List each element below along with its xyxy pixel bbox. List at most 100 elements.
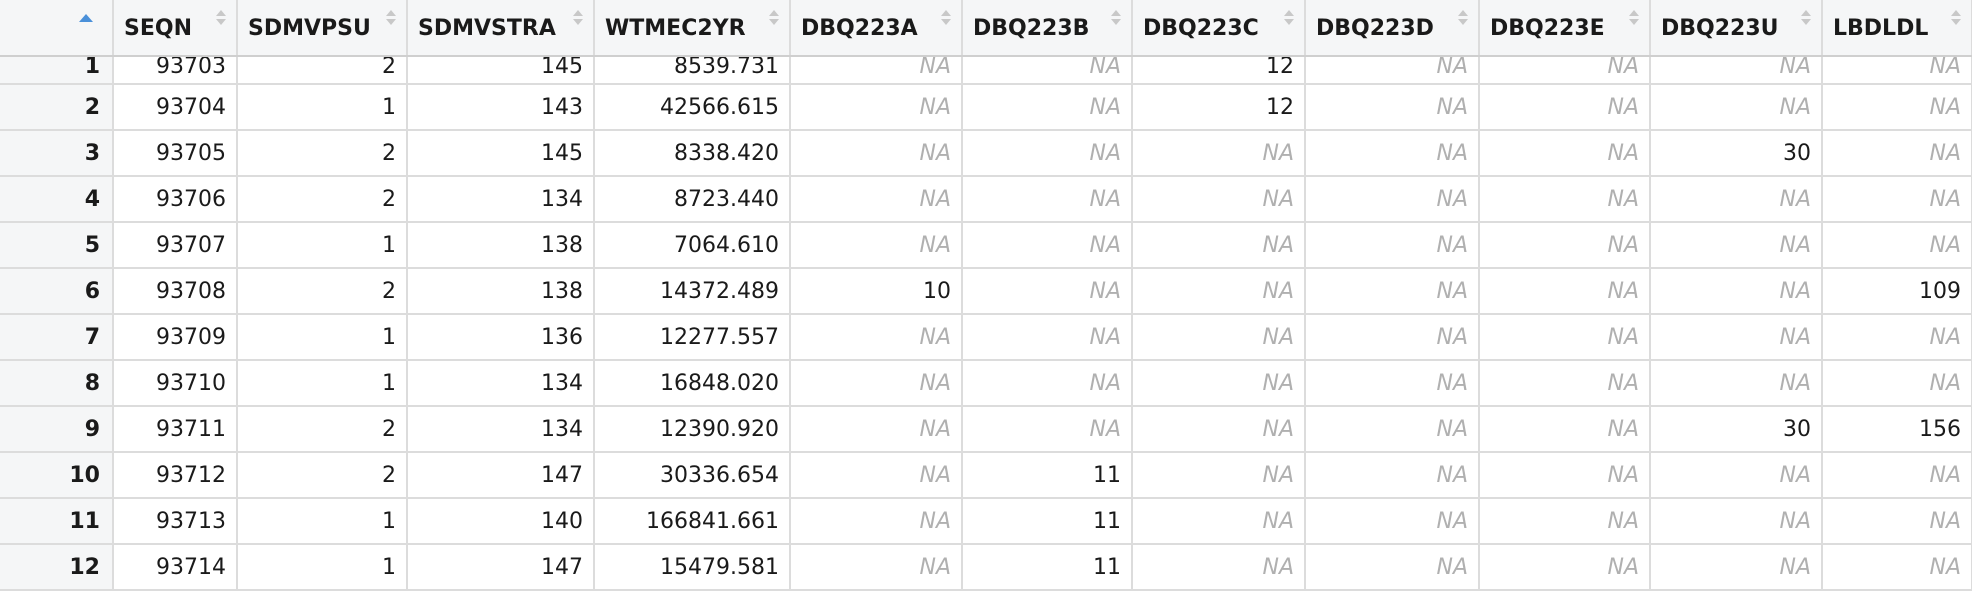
column-header-dbq223u[interactable]: DBQ223U bbox=[1650, 0, 1823, 57]
column-header-sdmvpsu[interactable]: SDMVPSU bbox=[237, 0, 408, 57]
cell-wtmec2yr[interactable]: 7064.610 bbox=[594, 222, 791, 269]
cell-sdmvstra[interactable]: 143 bbox=[407, 84, 595, 131]
column-header-dbq223d[interactable]: DBQ223D bbox=[1305, 0, 1480, 57]
cell-wtmec2yr[interactable]: 12277.557 bbox=[594, 314, 791, 361]
cell-dbq223u[interactable]: NA bbox=[1650, 268, 1823, 315]
cell-lbdldl[interactable]: NA bbox=[1822, 222, 1972, 269]
cell-wtmec2yr[interactable]: 12390.920 bbox=[594, 406, 791, 453]
cell-dbq223d[interactable]: NA bbox=[1305, 544, 1480, 591]
sort-arrows-icon[interactable] bbox=[1111, 10, 1121, 30]
column-header-sdmvstra[interactable]: SDMVSTRA bbox=[407, 0, 595, 57]
cell-wtmec2yr[interactable]: 16848.020 bbox=[594, 360, 791, 407]
cell-sdmvpsu[interactable]: 1 bbox=[237, 314, 408, 361]
cell-lbdldl[interactable]: NA bbox=[1822, 360, 1972, 407]
cell-lbdldl[interactable]: NA bbox=[1822, 498, 1972, 545]
cell-wtmec2yr[interactable]: 166841.661 bbox=[594, 498, 791, 545]
cell-dbq223d[interactable]: NA bbox=[1305, 56, 1480, 85]
cell-lbdldl[interactable]: NA bbox=[1822, 130, 1972, 177]
cell-dbq223u[interactable]: NA bbox=[1650, 498, 1823, 545]
cell-dbq223e[interactable]: NA bbox=[1479, 360, 1651, 407]
cell-dbq223c[interactable]: 12 bbox=[1132, 56, 1306, 85]
cell-dbq223b[interactable]: NA bbox=[962, 360, 1133, 407]
cell-seqn[interactable]: 93703 bbox=[113, 56, 238, 85]
cell-dbq223c[interactable]: NA bbox=[1132, 544, 1306, 591]
cell-dbq223c[interactable]: NA bbox=[1132, 314, 1306, 361]
cell-lbdldl[interactable]: NA bbox=[1822, 452, 1972, 499]
cell-sdmvpsu[interactable]: 2 bbox=[237, 176, 408, 223]
cell-lbdldl[interactable]: NA bbox=[1822, 314, 1972, 361]
cell-wtmec2yr[interactable]: 8723.440 bbox=[594, 176, 791, 223]
cell-dbq223b[interactable]: NA bbox=[962, 406, 1133, 453]
cell-wtmec2yr[interactable]: 15479.581 bbox=[594, 544, 791, 591]
sort-arrows-icon[interactable] bbox=[941, 10, 951, 30]
cell-seqn[interactable]: 93712 bbox=[113, 452, 238, 499]
cell-dbq223c[interactable]: NA bbox=[1132, 452, 1306, 499]
cell-sdmvstra[interactable]: 136 bbox=[407, 314, 595, 361]
cell-sdmvstra[interactable]: 140 bbox=[407, 498, 595, 545]
cell-dbq223a[interactable]: NA bbox=[790, 360, 963, 407]
cell-dbq223c[interactable]: NA bbox=[1132, 176, 1306, 223]
cell-sdmvpsu[interactable]: 1 bbox=[237, 498, 408, 545]
sort-arrows-icon[interactable] bbox=[1629, 10, 1639, 30]
cell-wtmec2yr[interactable]: 8338.420 bbox=[594, 130, 791, 177]
cell-seqn[interactable]: 93709 bbox=[113, 314, 238, 361]
cell-lbdldl[interactable]: 156 bbox=[1822, 406, 1972, 453]
cell-dbq223a[interactable]: NA bbox=[790, 498, 963, 545]
cell-dbq223d[interactable]: NA bbox=[1305, 314, 1480, 361]
sort-arrows-icon[interactable] bbox=[1801, 10, 1811, 30]
cell-dbq223b[interactable]: 11 bbox=[962, 452, 1133, 499]
cell-seqn[interactable]: 93706 bbox=[113, 176, 238, 223]
cell-dbq223u[interactable]: 30 bbox=[1650, 406, 1823, 453]
cell-lbdldl[interactable]: NA bbox=[1822, 544, 1972, 591]
cell-sdmvpsu[interactable]: 2 bbox=[237, 452, 408, 499]
cell-dbq223c[interactable]: NA bbox=[1132, 222, 1306, 269]
cell-dbq223b[interactable]: NA bbox=[962, 56, 1133, 85]
cell-dbq223u[interactable]: 30 bbox=[1650, 130, 1823, 177]
cell-dbq223e[interactable]: NA bbox=[1479, 56, 1651, 85]
sort-arrows-icon[interactable] bbox=[573, 10, 583, 30]
cell-dbq223b[interactable]: 11 bbox=[962, 498, 1133, 545]
cell-dbq223d[interactable]: NA bbox=[1305, 84, 1480, 131]
sort-arrows-icon[interactable] bbox=[1951, 10, 1961, 30]
cell-dbq223d[interactable]: NA bbox=[1305, 498, 1480, 545]
cell-seqn[interactable]: 93708 bbox=[113, 268, 238, 315]
cell-dbq223a[interactable]: NA bbox=[790, 222, 963, 269]
cell-dbq223e[interactable]: NA bbox=[1479, 406, 1651, 453]
cell-seqn[interactable]: 93710 bbox=[113, 360, 238, 407]
cell-sdmvpsu[interactable]: 2 bbox=[237, 268, 408, 315]
cell-dbq223e[interactable]: NA bbox=[1479, 130, 1651, 177]
cell-dbq223d[interactable]: NA bbox=[1305, 268, 1480, 315]
cell-dbq223a[interactable]: NA bbox=[790, 314, 963, 361]
cell-sdmvstra[interactable]: 138 bbox=[407, 222, 595, 269]
cell-dbq223a[interactable]: NA bbox=[790, 406, 963, 453]
cell-dbq223a[interactable]: NA bbox=[790, 544, 963, 591]
cell-dbq223a[interactable]: NA bbox=[790, 84, 963, 131]
cell-dbq223a[interactable]: NA bbox=[790, 452, 963, 499]
cell-dbq223e[interactable]: NA bbox=[1479, 222, 1651, 269]
cell-dbq223u[interactable]: NA bbox=[1650, 222, 1823, 269]
cell-dbq223u[interactable]: NA bbox=[1650, 452, 1823, 499]
sort-arrows-icon[interactable] bbox=[769, 10, 779, 30]
cell-wtmec2yr[interactable]: 42566.615 bbox=[594, 84, 791, 131]
cell-dbq223e[interactable]: NA bbox=[1479, 84, 1651, 131]
cell-sdmvstra[interactable]: 134 bbox=[407, 360, 595, 407]
cell-lbdldl[interactable]: NA bbox=[1822, 84, 1972, 131]
cell-sdmvstra[interactable]: 138 bbox=[407, 268, 595, 315]
cell-wtmec2yr[interactable]: 14372.489 bbox=[594, 268, 791, 315]
cell-sdmvpsu[interactable]: 2 bbox=[237, 130, 408, 177]
cell-sdmvstra[interactable]: 134 bbox=[407, 406, 595, 453]
sort-arrows-icon[interactable] bbox=[386, 10, 396, 30]
cell-seqn[interactable]: 93707 bbox=[113, 222, 238, 269]
cell-wtmec2yr[interactable]: 8539.731 bbox=[594, 56, 791, 85]
cell-dbq223d[interactable]: NA bbox=[1305, 176, 1480, 223]
cell-sdmvpsu[interactable]: 1 bbox=[237, 544, 408, 591]
column-header-wtmec2yr[interactable]: WTMEC2YR bbox=[594, 0, 791, 57]
cell-sdmvpsu[interactable]: 2 bbox=[237, 406, 408, 453]
cell-dbq223b[interactable]: NA bbox=[962, 176, 1133, 223]
cell-dbq223b[interactable]: NA bbox=[962, 222, 1133, 269]
cell-sdmvpsu[interactable]: 2 bbox=[237, 56, 408, 85]
cell-dbq223c[interactable]: 12 bbox=[1132, 84, 1306, 131]
cell-sdmvstra[interactable]: 147 bbox=[407, 544, 595, 591]
column-header-dbq223e[interactable]: DBQ223E bbox=[1479, 0, 1651, 57]
cell-sdmvstra[interactable]: 145 bbox=[407, 56, 595, 85]
